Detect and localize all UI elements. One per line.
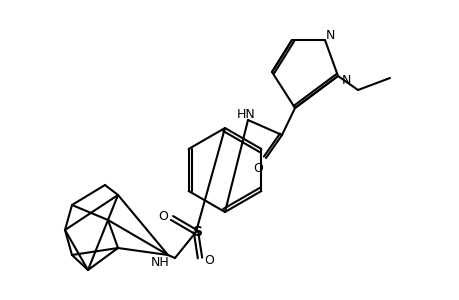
Text: N: N: [325, 28, 334, 41]
Text: N: N: [341, 74, 350, 86]
Text: O: O: [158, 209, 168, 223]
Text: S: S: [193, 225, 202, 239]
Text: NH: NH: [151, 256, 170, 269]
Text: O: O: [204, 254, 213, 266]
Text: HN: HN: [236, 107, 255, 121]
Text: O: O: [252, 161, 263, 175]
